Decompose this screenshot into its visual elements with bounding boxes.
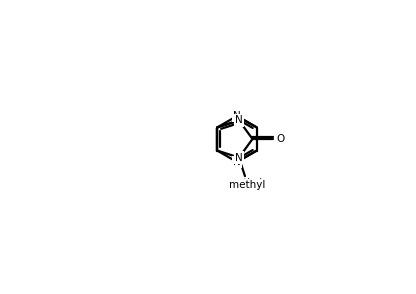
Text: O: O (276, 134, 284, 144)
Text: N: N (233, 157, 241, 167)
Text: methyl: methyl (228, 178, 262, 188)
Text: N: N (235, 115, 243, 126)
Text: N: N (235, 153, 243, 163)
Text: N: N (233, 111, 241, 121)
Text: methyl: methyl (229, 180, 265, 190)
